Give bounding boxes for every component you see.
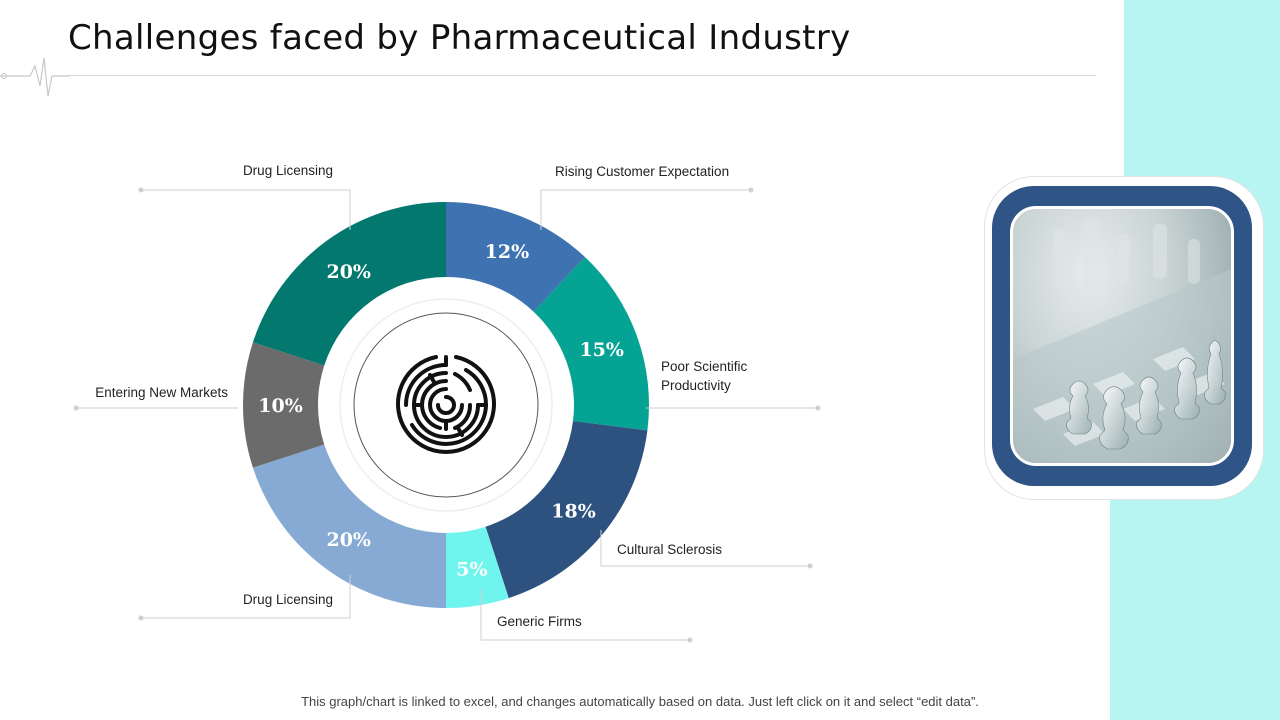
pie-slice-7[interactable] xyxy=(252,202,446,366)
pie-slice-2[interactable] xyxy=(533,257,649,431)
leader-dot-7 xyxy=(138,187,144,193)
page-title: Challenges faced by Pharmaceutical Indus… xyxy=(68,18,851,58)
slice-category-label-7: Drug Licensing xyxy=(243,163,333,178)
slice-category-label-2: Poor Scientific Productivity xyxy=(661,359,748,393)
slice-value-label-7: 20% xyxy=(326,261,371,283)
leader-dot-2 xyxy=(815,405,821,411)
donut-chart[interactable]: 12% 15% 18% 5% 20% 10% 20% Rising Customer Exp… xyxy=(0,0,1100,690)
chess-pieces-image xyxy=(1010,206,1234,466)
slice-value-label-6: 10% xyxy=(258,395,303,417)
leader-dot-4 xyxy=(687,637,693,643)
slice-category-label-5: Drug Licensing xyxy=(243,592,333,607)
leader-line-1 xyxy=(540,189,751,230)
leader-line-5 xyxy=(141,575,351,619)
leader-line-4 xyxy=(480,590,690,641)
maze-icon xyxy=(396,355,496,454)
slice-category-label-3: Cultural Sclerosis xyxy=(617,542,722,557)
slice-category-label-4: Generic Firms xyxy=(497,614,582,629)
pie-slice-3[interactable] xyxy=(485,421,648,599)
pie-slice-1[interactable] xyxy=(446,202,585,312)
leader-dot-3 xyxy=(807,563,813,569)
leader-dot-6 xyxy=(73,405,79,411)
slice-value-label-5: 20% xyxy=(326,529,371,551)
leader-line-3 xyxy=(600,530,810,567)
leader-line-7 xyxy=(141,189,351,230)
pie-slice-5[interactable] xyxy=(252,444,446,608)
slice-value-label-4: 5% xyxy=(456,558,487,580)
slice-category-label-6: Entering New Markets xyxy=(95,385,228,400)
pulse-line-icon xyxy=(0,57,70,97)
inner-ring xyxy=(339,298,553,512)
pie-slice-6[interactable] xyxy=(243,342,325,468)
footer-note: This graph/chart is linked to excel, and… xyxy=(301,694,979,709)
slice-category-label-1: Rising Customer Expectation xyxy=(555,164,729,179)
center-circle xyxy=(353,312,539,498)
slice-value-label-3: 18% xyxy=(551,500,596,522)
chess-board-illustration xyxy=(1013,219,1231,463)
right-band-notch xyxy=(1110,0,1124,200)
slice-value-label-2: 15% xyxy=(579,339,624,361)
slice-value-label-1: 12% xyxy=(485,241,530,263)
leader-dot-5 xyxy=(138,615,144,621)
leader-dot-1 xyxy=(748,187,754,193)
title-divider xyxy=(68,75,1096,76)
pie-slice-4[interactable] xyxy=(446,526,509,608)
